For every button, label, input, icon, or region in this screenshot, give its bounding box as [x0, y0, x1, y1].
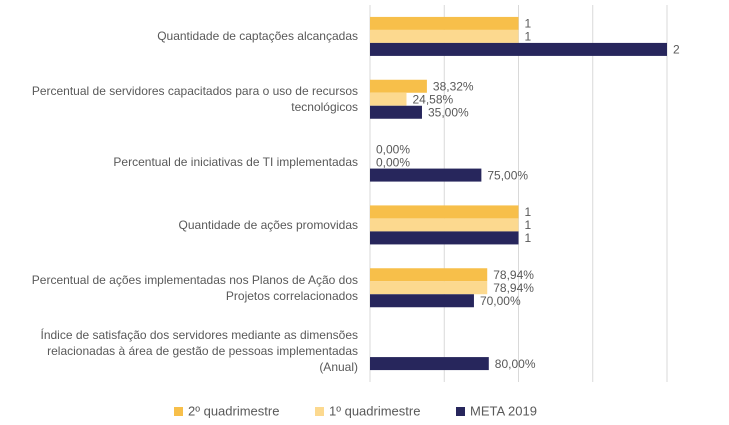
bar — [370, 79, 427, 93]
data-label: 24,58% — [413, 92, 454, 106]
category-label: Quantidade de ações promovidas — [178, 217, 358, 232]
bar — [370, 16, 519, 30]
data-label: 1 — [525, 218, 532, 232]
data-label: 1 — [525, 231, 532, 245]
data-label: 0,00% — [376, 155, 410, 169]
category-label: Percentual de ações implementadas nos Pl… — [31, 272, 358, 303]
legend-label: 2º quadrimestre — [188, 403, 279, 418]
data-label: 1 — [525, 17, 532, 31]
bar — [370, 168, 482, 182]
bar — [370, 42, 667, 56]
bar — [370, 357, 489, 371]
data-label: 35,00% — [428, 105, 469, 119]
category-label: Índice de satisfação dos servidores medi… — [40, 327, 358, 374]
data-label: 80,00% — [495, 357, 536, 371]
data-label: 78,94% — [493, 281, 534, 295]
bar — [370, 205, 519, 219]
data-label: 0,00% — [376, 142, 410, 156]
data-label: 70,00% — [480, 294, 521, 308]
category-label: Percentual de servidores capacitados par… — [31, 84, 358, 115]
legend-swatch — [315, 407, 324, 416]
data-label: 1 — [525, 30, 532, 44]
bar — [370, 105, 422, 119]
bar — [370, 218, 519, 232]
data-label: 78,94% — [493, 268, 534, 282]
bar — [370, 29, 519, 43]
legend-swatch — [174, 407, 183, 416]
bar — [370, 294, 474, 308]
bar — [370, 231, 519, 245]
legend-swatch — [456, 407, 465, 416]
legend-label: META 2019 — [470, 403, 537, 418]
data-label: 2 — [673, 43, 680, 57]
bar — [370, 268, 488, 282]
data-label: 38,32% — [433, 79, 474, 93]
category-label: Percentual de iniciativas de TI implemen… — [113, 155, 358, 170]
bar — [370, 281, 488, 295]
data-label: 75,00% — [487, 168, 528, 182]
legend-label: 1º quadrimestre — [329, 403, 420, 418]
bar — [370, 92, 407, 106]
category-label: Quantidade de captações alcançadas — [157, 29, 358, 44]
data-label: 1 — [525, 205, 532, 219]
